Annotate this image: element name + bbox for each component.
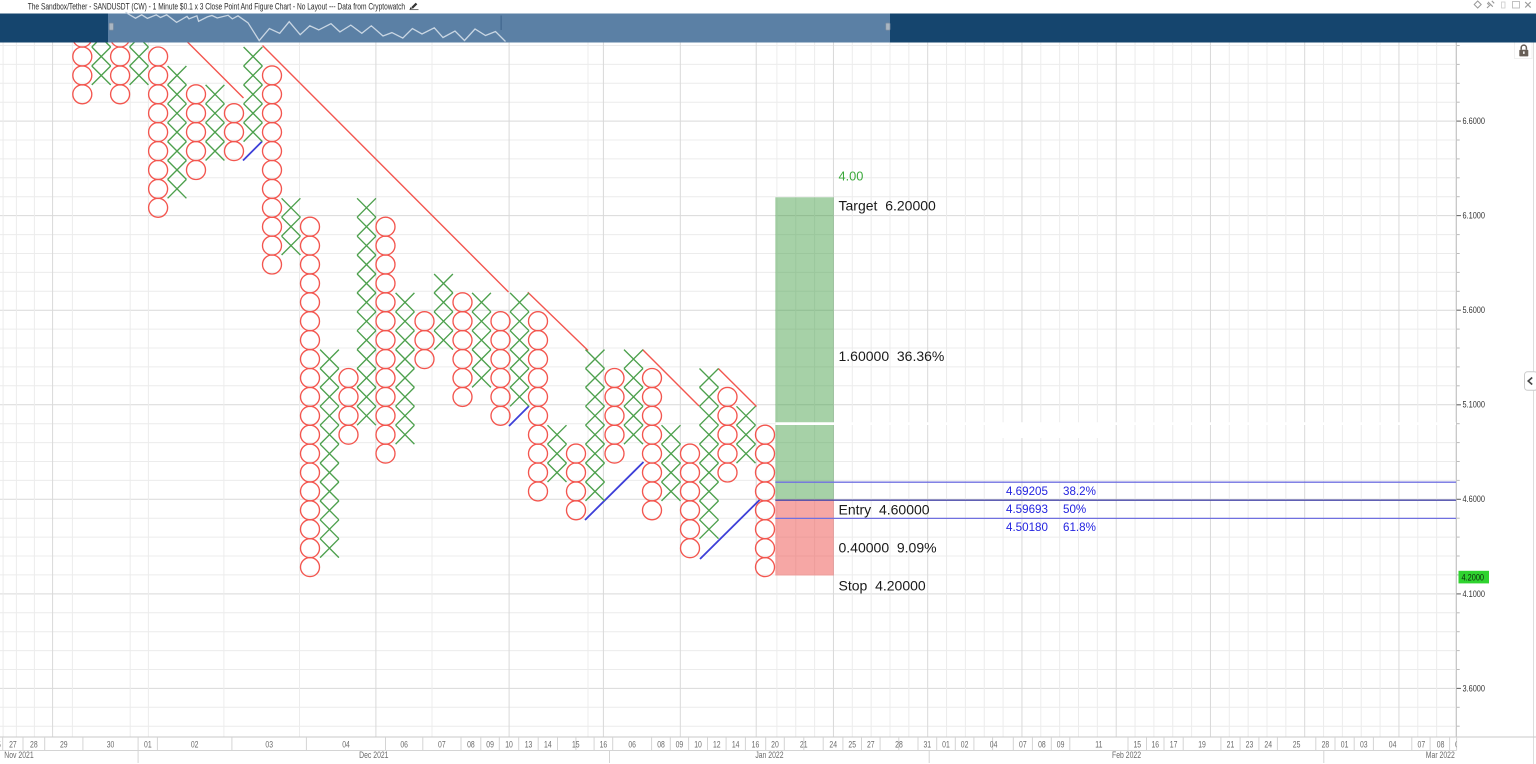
svg-text:08: 08	[1437, 740, 1445, 750]
svg-text:15: 15	[572, 740, 580, 750]
svg-text:6.1000: 6.1000	[1462, 211, 1485, 221]
svg-text:15: 15	[1133, 740, 1141, 750]
svg-text:3.6000: 3.6000	[1462, 684, 1485, 694]
svg-text:12: 12	[713, 740, 721, 750]
svg-text:21: 21	[800, 740, 808, 750]
svg-text:19: 19	[1198, 740, 1206, 750]
svg-text:08: 08	[1038, 740, 1046, 750]
svg-text:16: 16	[600, 740, 608, 750]
svg-text:38.2%: 38.2%	[1063, 485, 1096, 498]
svg-text:61.8%: 61.8%	[1063, 521, 1096, 534]
svg-text:27: 27	[867, 740, 875, 750]
svg-text:09: 09	[486, 740, 494, 750]
svg-text:09: 09	[1057, 740, 1065, 750]
svg-text:Entry 4.60000: Entry 4.60000	[839, 501, 930, 517]
svg-text:01: 01	[942, 740, 950, 750]
svg-text:Dec 2021: Dec 2021	[359, 750, 389, 760]
svg-text:04: 04	[990, 740, 998, 750]
svg-text:4.69205: 4.69205	[1006, 485, 1048, 498]
svg-text:11: 11	[1095, 740, 1102, 750]
svg-text:28: 28	[1322, 740, 1330, 750]
svg-text:07: 07	[438, 740, 446, 750]
svg-text:02: 02	[961, 740, 969, 750]
svg-text:14: 14	[544, 740, 552, 750]
svg-text:4.59693: 4.59693	[1006, 503, 1048, 516]
svg-text:4.6000: 4.6000	[1462, 495, 1485, 505]
svg-text:The Sandbox/Tether - SANDUSDT: The Sandbox/Tether - SANDUSDT (CW) - 1 M…	[28, 1, 405, 11]
svg-text:5.6000: 5.6000	[1462, 305, 1485, 315]
svg-text:29: 29	[60, 740, 68, 750]
svg-text:Jan 2022: Jan 2022	[755, 750, 784, 760]
svg-text:4.50180: 4.50180	[1006, 521, 1048, 534]
svg-text:Nov 2021: Nov 2021	[4, 750, 34, 760]
svg-text:09: 09	[676, 740, 684, 750]
svg-text:08: 08	[657, 740, 665, 750]
svg-text:0.40000 9.09%: 0.40000 9.09%	[839, 539, 937, 555]
svg-text:Stop 4.20000: Stop 4.20000	[839, 577, 926, 593]
svg-text:01: 01	[144, 740, 152, 750]
svg-text:17: 17	[1170, 740, 1178, 750]
svg-text:03: 03	[265, 740, 273, 750]
svg-text:02: 02	[191, 740, 199, 750]
svg-text:50%: 50%	[1063, 503, 1086, 516]
svg-text:06: 06	[400, 740, 408, 750]
svg-text:16: 16	[752, 740, 760, 750]
svg-text:28: 28	[895, 740, 903, 750]
svg-text:1.60000 36.36%: 1.60000 36.36%	[839, 348, 945, 364]
svg-text:24: 24	[829, 740, 837, 750]
svg-text:30: 30	[107, 740, 115, 750]
svg-text:06: 06	[628, 740, 636, 750]
svg-text:20: 20	[771, 740, 779, 750]
svg-text:07: 07	[1418, 740, 1426, 750]
svg-text:25: 25	[0, 740, 1, 750]
svg-text:28: 28	[30, 740, 38, 750]
svg-text:16: 16	[1151, 740, 1159, 750]
svg-text:21: 21	[1227, 740, 1235, 750]
svg-text:4.1000: 4.1000	[1462, 589, 1485, 599]
svg-text:23: 23	[1246, 740, 1254, 750]
svg-text:31: 31	[924, 740, 932, 750]
svg-text:Feb 2022: Feb 2022	[1112, 750, 1141, 760]
svg-text:04: 04	[1389, 740, 1397, 750]
svg-text:10: 10	[505, 740, 513, 750]
svg-text:10: 10	[694, 740, 702, 750]
svg-text:13: 13	[525, 740, 533, 750]
svg-text:4.2000: 4.2000	[1461, 573, 1484, 583]
svg-text:27: 27	[9, 740, 17, 750]
svg-text:5.1000: 5.1000	[1462, 400, 1485, 410]
svg-text:04: 04	[342, 740, 350, 750]
svg-text:25: 25	[1293, 740, 1301, 750]
svg-text:6.6000: 6.6000	[1462, 116, 1485, 126]
svg-text:25: 25	[848, 740, 856, 750]
svg-text:14: 14	[732, 740, 740, 750]
svg-text:09: 09	[1455, 740, 1463, 750]
svg-text:4.00: 4.00	[839, 169, 864, 184]
svg-text:Target 6.20000: Target 6.20000	[839, 197, 937, 213]
svg-text:07: 07	[1019, 740, 1027, 750]
svg-text:03: 03	[1360, 740, 1368, 750]
svg-text:08: 08	[467, 740, 475, 750]
svg-text:01: 01	[1341, 740, 1349, 750]
svg-text:24: 24	[1264, 740, 1272, 750]
svg-text:Mar 2022: Mar 2022	[1426, 750, 1455, 760]
